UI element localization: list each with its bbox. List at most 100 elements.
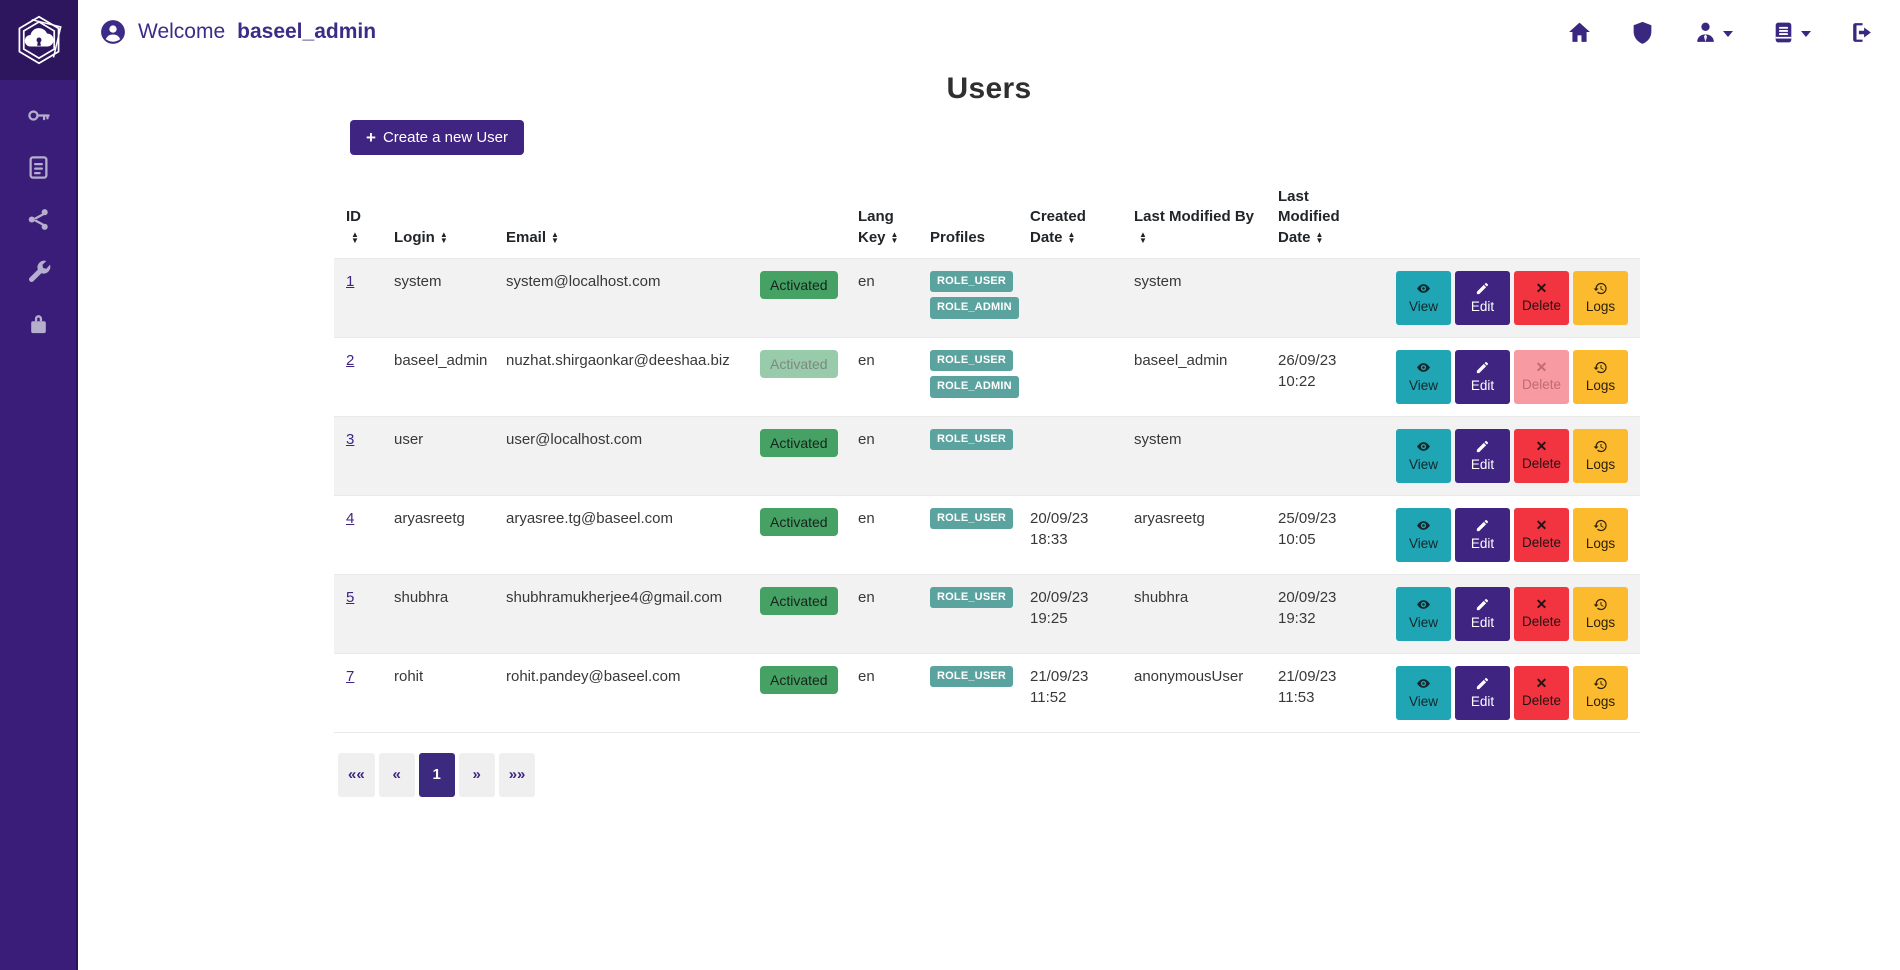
- user-id-link[interactable]: 5: [346, 588, 355, 606]
- view-button[interactable]: View: [1396, 507, 1451, 562]
- last-modified-date-cell: 26/09/23 10:22: [1278, 351, 1337, 390]
- logs-button[interactable]: Logs: [1573, 428, 1628, 483]
- header-actions: [1567, 20, 1874, 45]
- users-page: Users + Create a new User ID ▲ ▼ Login ▲ ▼ Ema…: [334, 64, 1644, 797]
- pagination: «« «1»»»: [338, 752, 1644, 797]
- role-badge: ROLE_ADMIN: [930, 376, 1019, 398]
- user-id-link[interactable]: 7: [346, 667, 355, 685]
- user-id-link[interactable]: 3: [346, 430, 355, 448]
- id-cell: 3: [334, 416, 382, 495]
- edit-button[interactable]: Edit: [1455, 270, 1510, 325]
- actions-cell: View Edit ✕ Delete Logs: [1384, 574, 1640, 653]
- pagination-first-button[interactable]: ««: [338, 752, 375, 797]
- column-header-createdDate[interactable]: Created Date ▲ ▼: [1018, 181, 1122, 258]
- logs-button[interactable]: Logs: [1573, 270, 1628, 325]
- id-cell: 7: [334, 653, 382, 732]
- lock-icon[interactable]: [25, 310, 52, 337]
- user-id-link[interactable]: 1: [346, 272, 355, 290]
- user-id-link[interactable]: 2: [346, 351, 355, 369]
- column-header-lastModifiedDate[interactable]: Last Modified Date ▲ ▼: [1266, 181, 1384, 258]
- delete-button[interactable]: ✕ Delete: [1514, 428, 1569, 483]
- edit-button[interactable]: Edit: [1455, 428, 1510, 483]
- key-icon[interactable]: [25, 102, 52, 129]
- delete-button: ✕ Delete: [1514, 349, 1569, 404]
- entities-menu-icon[interactable]: [1771, 20, 1811, 45]
- user-row-aryasreetg: 4 aryasreetg aryasree.tg@baseel.com Activat…: [334, 495, 1640, 574]
- create-user-label: Create a new User: [382, 129, 508, 146]
- sort-icon[interactable]: ▲ ▼: [890, 229, 899, 245]
- status-activated-button[interactable]: Activated: [760, 270, 838, 299]
- pagination-prev-button[interactable]: «: [378, 752, 415, 797]
- last-modified-by-cell: shubhra: [1134, 588, 1189, 606]
- email-cell: aryasree.tg@baseel.com: [506, 509, 673, 527]
- column-header-email[interactable]: Email ▲ ▼: [494, 181, 748, 258]
- sort-icon[interactable]: ▲ ▼: [1067, 229, 1076, 245]
- column-label: Created Date: [1030, 208, 1086, 246]
- last-modified-by-cell: system: [1134, 272, 1182, 290]
- column-header-langKey[interactable]: Lang Key ▲ ▼: [846, 181, 918, 258]
- edit-button[interactable]: Edit: [1455, 507, 1510, 562]
- sort-icon[interactable]: ▲ ▼: [1139, 229, 1147, 245]
- create-user-button[interactable]: + Create a new User: [350, 120, 524, 155]
- status-activated-button[interactable]: Activated: [760, 507, 838, 536]
- pagination-next-button[interactable]: »: [458, 752, 495, 797]
- pagination-page-button[interactable]: 1: [418, 752, 455, 797]
- status-activated-button[interactable]: Activated: [760, 665, 838, 694]
- id-cell: 4: [334, 495, 382, 574]
- logs-button[interactable]: Logs: [1573, 586, 1628, 641]
- last-modified-by-cell: system: [1134, 430, 1182, 448]
- home-icon[interactable]: [1567, 20, 1592, 45]
- view-button[interactable]: View: [1396, 270, 1451, 325]
- status-cell: Activated: [748, 495, 846, 574]
- column-header-login[interactable]: Login ▲ ▼: [382, 181, 494, 258]
- column-header-lastModifiedBy[interactable]: Last Modified By ▲ ▼: [1122, 181, 1266, 258]
- status-activated-button: Activated: [760, 349, 838, 378]
- user-row-shubhra: 5 shubhra shubhramukherjee4@gmail.com Activ…: [334, 574, 1640, 654]
- share-icon[interactable]: [25, 206, 52, 233]
- sort-icon[interactable]: ▲ ▼: [351, 229, 359, 245]
- email-cell: shubhramukherjee4@gmail.com: [506, 588, 723, 606]
- edit-button[interactable]: Edit: [1455, 665, 1510, 720]
- column-label: Last Modified Date: [1278, 188, 1340, 246]
- edit-button[interactable]: Edit: [1455, 349, 1510, 404]
- role-badge: ROLE_USER: [930, 586, 1014, 609]
- shield-icon[interactable]: [1630, 20, 1655, 45]
- status-cell: Activated: [748, 653, 846, 732]
- status-activated-button[interactable]: Activated: [760, 428, 838, 457]
- logs-button[interactable]: Logs: [1573, 665, 1628, 720]
- document-icon[interactable]: [25, 154, 52, 181]
- login-cell: rohit: [394, 667, 424, 685]
- view-button[interactable]: View: [1396, 349, 1451, 404]
- view-button[interactable]: View: [1396, 428, 1451, 483]
- users-table: ID ▲ ▼ Login ▲ ▼ Email ▲ ▼ Lang Key ▲ ▼ Profiles Crea…: [334, 181, 1640, 733]
- view-button[interactable]: View: [1396, 665, 1451, 720]
- last-modified-date-cell: [1266, 416, 1384, 495]
- sign-out-icon[interactable]: [1849, 20, 1874, 45]
- view-button[interactable]: View: [1396, 586, 1451, 641]
- sort-icon[interactable]: ▲ ▼: [439, 229, 448, 245]
- delete-button[interactable]: ✕ Delete: [1514, 586, 1569, 641]
- profiles-cell: ROLE_USER: [918, 495, 1018, 574]
- sort-icon[interactable]: ▲ ▼: [1315, 229, 1324, 245]
- pagination-last-button[interactable]: »»: [498, 752, 536, 797]
- user-menu-icon[interactable]: [1693, 20, 1733, 45]
- login-cell: system: [394, 272, 442, 290]
- app-logo[interactable]: [0, 0, 78, 80]
- top-header: Welcome baseel_admin: [78, 0, 1900, 64]
- logs-button[interactable]: Logs: [1573, 507, 1628, 562]
- delete-button[interactable]: ✕ Delete: [1514, 507, 1569, 562]
- edit-button[interactable]: Edit: [1455, 586, 1510, 641]
- status-activated-button[interactable]: Activated: [760, 586, 838, 615]
- delete-button[interactable]: ✕ Delete: [1514, 665, 1569, 720]
- sort-icon[interactable]: ▲ ▼: [551, 229, 559, 245]
- chevron-down-icon: [1801, 31, 1811, 37]
- column-label: Login: [394, 228, 435, 246]
- wrench-icon[interactable]: [25, 258, 52, 285]
- welcome-banner: Welcome baseel_admin: [100, 19, 376, 45]
- user-id-link[interactable]: 4: [346, 509, 355, 527]
- logs-button[interactable]: Logs: [1573, 349, 1628, 404]
- column-header-id[interactable]: ID ▲ ▼: [334, 181, 382, 258]
- actions-cell: View Edit ✕ Delete Logs: [1384, 416, 1640, 495]
- login-cell: aryasreetg: [394, 509, 465, 527]
- delete-button[interactable]: ✕ Delete: [1514, 270, 1569, 325]
